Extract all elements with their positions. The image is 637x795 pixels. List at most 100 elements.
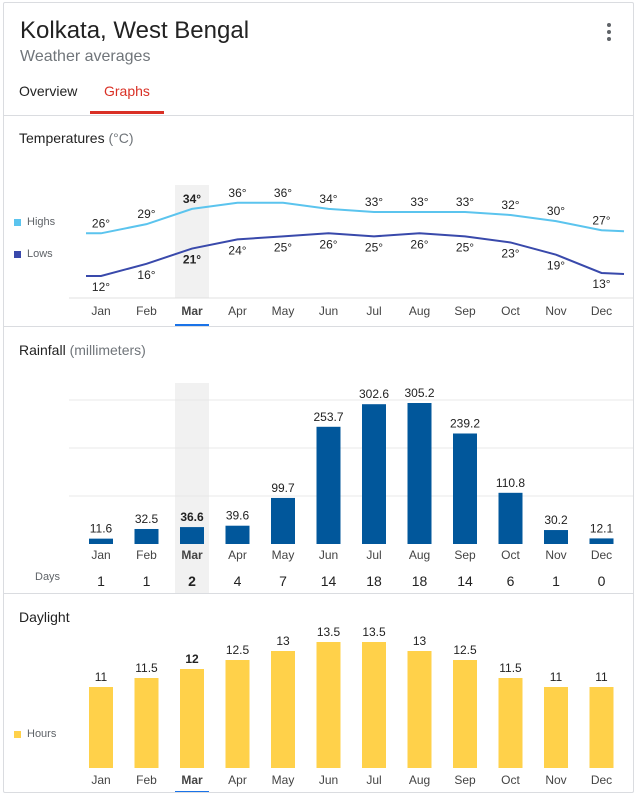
- month-label: Jan: [91, 548, 110, 562]
- selected-month-highlight: [175, 185, 209, 298]
- month-label: Jun: [319, 773, 338, 787]
- bar: [544, 687, 568, 768]
- bar: [498, 678, 523, 768]
- days-value: 0: [598, 573, 606, 589]
- days-value: 7: [279, 573, 287, 589]
- days-value: 1: [97, 573, 105, 589]
- month-label: Apr: [228, 773, 247, 787]
- data-label-low: 16°: [137, 268, 155, 282]
- data-label-high: 33°: [456, 195, 474, 209]
- rainfall-chart: 11.6 32.5 36.6 39.6 99.7 253.7 302.6 305.2 239.2…: [69, 383, 633, 593]
- month-label: Aug: [409, 773, 430, 787]
- tab-graphs[interactable]: Graphs: [104, 83, 150, 99]
- days-value: 1: [143, 573, 151, 589]
- days-value: 1: [552, 573, 560, 589]
- month-label: Feb: [136, 304, 157, 318]
- bar: [134, 528, 159, 544]
- month-label: Apr: [228, 548, 247, 562]
- data-label-high: 33°: [410, 195, 428, 209]
- data-label: 30.2: [544, 513, 568, 527]
- temperature-chart: 26° 29° 34° 36° 36° 34° 33° 33° 33° 32° 30° 27° 12° 1…: [69, 185, 633, 327]
- more-options-icon[interactable]: [603, 23, 615, 43]
- data-label: 11: [95, 670, 108, 684]
- data-label-low: 23°: [501, 246, 519, 260]
- month-label: Dec: [591, 548, 612, 562]
- weather-card: Kolkata, West Bengal Weather averages Ov…: [3, 2, 634, 793]
- data-label-high: 33°: [365, 195, 383, 209]
- month-label: Apr: [228, 304, 247, 318]
- data-label-high: 32°: [501, 198, 519, 212]
- bar: [89, 687, 113, 768]
- days-value: 4: [234, 573, 242, 589]
- divider: [4, 115, 633, 116]
- data-label-high: 36°: [228, 186, 246, 200]
- bar: [362, 642, 386, 768]
- daylight-title: Daylight: [19, 609, 70, 625]
- data-label: 36.6: [180, 510, 204, 524]
- days-value: 6: [507, 573, 515, 589]
- bar: [589, 687, 614, 768]
- data-label-low: 25°: [274, 240, 292, 254]
- active-tab-indicator: [90, 111, 164, 114]
- data-label-low: 26°: [319, 237, 337, 251]
- bar: [89, 538, 113, 544]
- bar: [316, 426, 341, 544]
- data-label-high: 30°: [547, 204, 565, 218]
- temperatures-title: Temperatures (°C): [19, 130, 134, 146]
- legend-highs-swatch: [14, 218, 21, 226]
- data-label: 110.8: [496, 476, 525, 490]
- data-label: 11: [595, 670, 608, 684]
- data-label: 13: [276, 634, 290, 648]
- bar: [271, 651, 295, 768]
- data-label: 99.7: [271, 481, 295, 495]
- month-label: Jun: [319, 304, 338, 318]
- month-label: Nov: [545, 548, 566, 562]
- days-label: Days: [35, 571, 61, 583]
- series-line-lows: [86, 232, 625, 277]
- bar: [453, 660, 477, 768]
- bar: [180, 669, 204, 768]
- month-label: Sep: [454, 773, 476, 787]
- bar: [362, 404, 386, 544]
- data-label: 239.2: [450, 416, 480, 430]
- month-label: Mar: [181, 304, 203, 318]
- legend-hours-swatch: [14, 730, 21, 738]
- month-label: Aug: [409, 548, 430, 562]
- data-label-high: 34°: [183, 192, 201, 206]
- month-label: May: [272, 304, 295, 318]
- month-label: Nov: [545, 304, 566, 318]
- rainfall-title: Rainfall (millimeters): [19, 342, 146, 358]
- data-label: 11: [550, 670, 563, 684]
- bar: [316, 642, 341, 768]
- legend-lows-swatch: [14, 250, 21, 258]
- bar: [134, 678, 159, 768]
- bar: [180, 527, 204, 544]
- tab-overview[interactable]: Overview: [19, 83, 78, 99]
- bar: [271, 497, 295, 544]
- series-line-highs: [86, 201, 625, 235]
- data-label: 253.7: [313, 410, 343, 424]
- month-label: Oct: [501, 304, 520, 318]
- month-label: Dec: [591, 304, 612, 318]
- data-label: 11.6: [90, 522, 113, 536]
- data-label: 13.5: [317, 625, 341, 639]
- bar: [589, 538, 614, 544]
- data-label-high: 29°: [137, 207, 155, 221]
- selected-month-underline: [175, 791, 209, 792]
- data-label: 32.5: [135, 512, 159, 526]
- selected-month-highlight: [175, 383, 209, 593]
- month-label: Jun: [319, 548, 338, 562]
- location-title: Kolkata, West Bengal: [20, 17, 250, 44]
- bar: [498, 492, 523, 544]
- month-label: Feb: [136, 548, 157, 562]
- legend-highs: Highs: [14, 216, 55, 228]
- data-label: 13: [413, 634, 427, 648]
- bar: [225, 525, 250, 544]
- legend-lows: Lows: [14, 248, 53, 260]
- days-value: 18: [366, 573, 382, 589]
- month-label: Jan: [91, 773, 110, 787]
- days-value: 14: [457, 573, 473, 589]
- data-label-low: 19°: [547, 259, 565, 273]
- data-label-low: 25°: [456, 240, 474, 254]
- month-label: May: [272, 548, 295, 562]
